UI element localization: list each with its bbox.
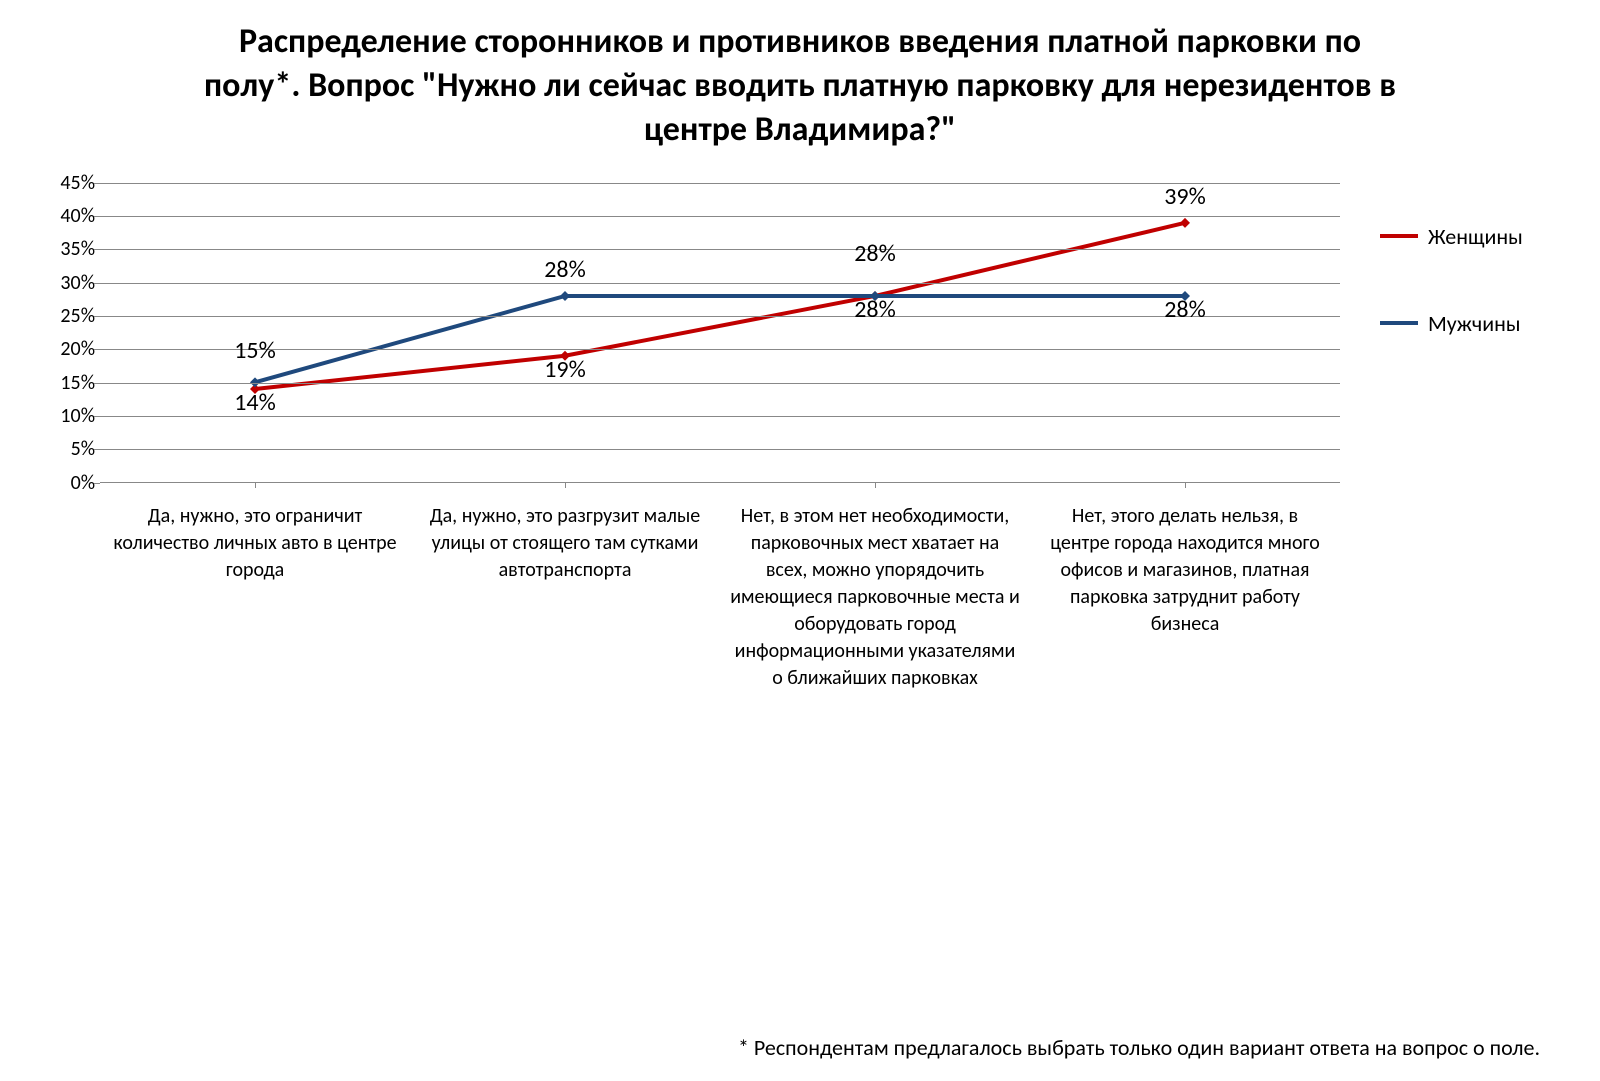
legend-item: Мужчины <box>1380 310 1560 337</box>
gridline <box>100 216 1340 217</box>
data-label: 28% <box>854 295 895 324</box>
data-label: 28% <box>854 239 895 268</box>
series-line <box>255 296 1185 382</box>
gridline <box>100 349 1340 350</box>
series-line <box>255 222 1185 388</box>
chart-container: Распределение сторонников и противников … <box>0 0 1600 1081</box>
chart-title: Распределение сторонников и противников … <box>200 20 1400 153</box>
y-tick-label: 30% <box>45 271 95 295</box>
gridline <box>100 183 1340 184</box>
y-tick-label: 15% <box>45 371 95 395</box>
line-svg <box>100 183 1340 482</box>
y-tick-label: 40% <box>45 204 95 228</box>
y-tick-mark <box>94 249 100 250</box>
gridline <box>100 416 1340 417</box>
legend-item: Женщины <box>1380 223 1560 250</box>
x-axis-label: Да, нужно, это разгрузит малые улицы от … <box>410 503 720 692</box>
data-label: 39% <box>1164 182 1205 211</box>
x-tick-mark <box>875 482 876 488</box>
y-tick-mark <box>94 216 100 217</box>
y-tick-label: 35% <box>45 237 95 261</box>
plot-area: 0%5%10%15%20%25%30%35%40%45%14%19%28%39%… <box>100 183 1340 483</box>
data-label: 15% <box>234 336 275 365</box>
y-tick-label: 10% <box>45 404 95 428</box>
y-tick-mark <box>94 349 100 350</box>
legend-label: Женщины <box>1428 223 1523 250</box>
y-tick-label: 20% <box>45 337 95 361</box>
y-tick-mark <box>94 483 100 484</box>
y-tick-label: 25% <box>45 304 95 328</box>
legend-swatch <box>1380 321 1418 325</box>
y-tick-mark <box>94 283 100 284</box>
legend-label: Мужчины <box>1428 310 1521 337</box>
x-axis-labels: Да, нужно, это ограничит количество личн… <box>100 503 1340 692</box>
chart-wrap: 0%5%10%15%20%25%30%35%40%45%14%19%28%39%… <box>40 183 1560 692</box>
y-tick-mark <box>94 383 100 384</box>
gridline <box>100 449 1340 450</box>
x-axis-label: Нет, этого делать нельзя, в центре город… <box>1030 503 1340 692</box>
x-tick-mark <box>1185 482 1186 488</box>
x-axis-label: Нет, в этом нет необходимости, парковочн… <box>720 503 1030 692</box>
gridline <box>100 383 1340 384</box>
gridline <box>100 249 1340 250</box>
gridline <box>100 316 1340 317</box>
legend: Женщины Мужчины <box>1360 183 1560 397</box>
y-tick-label: 45% <box>45 171 95 195</box>
data-label: 28% <box>544 255 585 284</box>
y-tick-mark <box>94 416 100 417</box>
data-label: 14% <box>234 388 275 417</box>
x-axis-label: Да, нужно, это ограничит количество личн… <box>100 503 410 692</box>
y-tick-mark <box>94 316 100 317</box>
x-tick-mark <box>565 482 566 488</box>
data-label: 19% <box>544 355 585 384</box>
y-tick-mark <box>94 449 100 450</box>
legend-swatch <box>1380 234 1418 238</box>
x-tick-mark <box>255 482 256 488</box>
footnote: * Респондентам предлагалось выбрать толь… <box>738 1034 1540 1061</box>
series-marker <box>1180 217 1190 227</box>
series-marker <box>560 291 570 301</box>
gridline <box>100 283 1340 284</box>
y-tick-label: 0% <box>45 471 95 495</box>
y-tick-label: 5% <box>45 437 95 461</box>
y-tick-mark <box>94 183 100 184</box>
data-label: 28% <box>1164 295 1205 324</box>
chart-area: 0%5%10%15%20%25%30%35%40%45%14%19%28%39%… <box>40 183 1360 692</box>
